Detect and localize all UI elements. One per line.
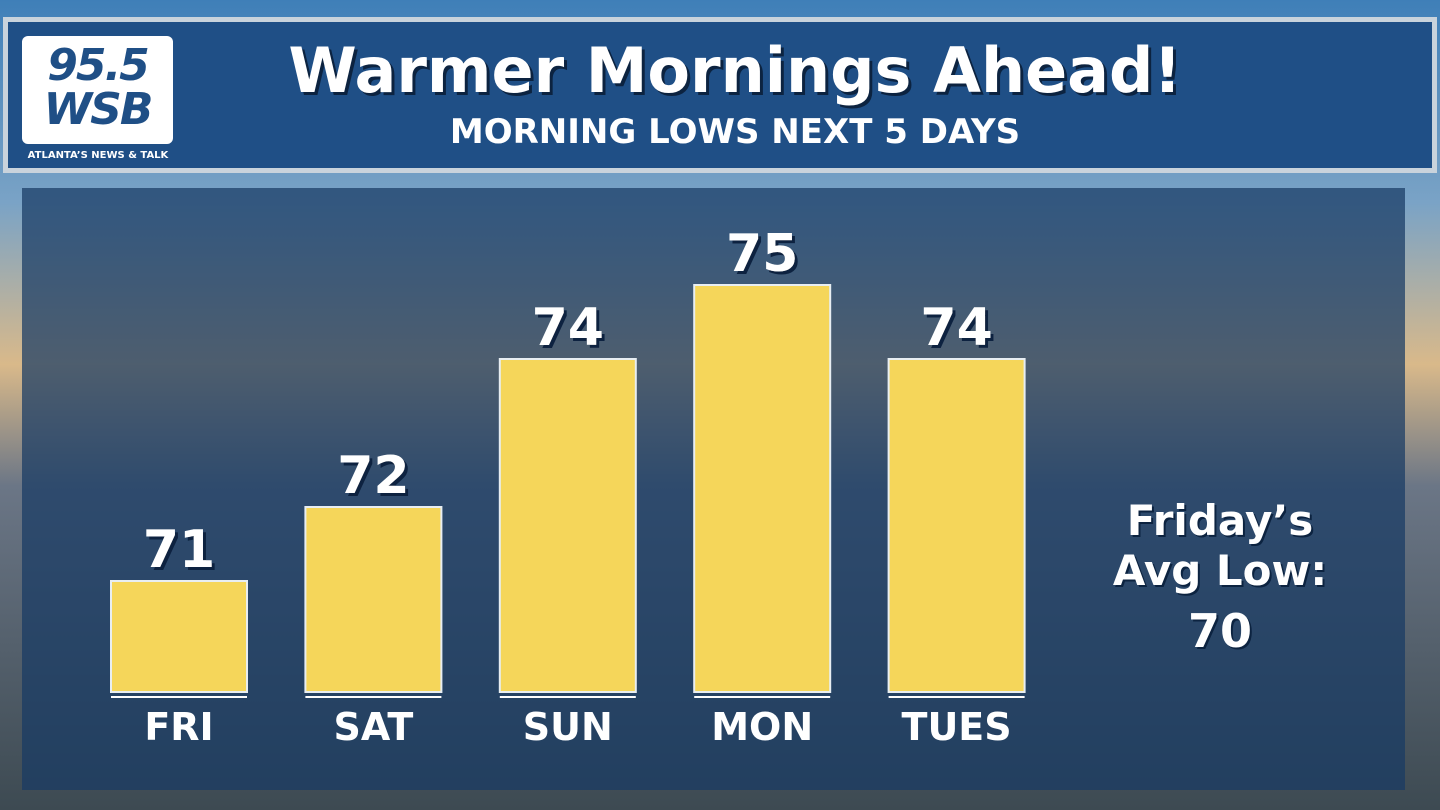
bar: [304, 506, 443, 693]
value-label: 75: [726, 224, 798, 284]
value-label: 72: [337, 446, 409, 506]
logo-name: WSB: [43, 84, 154, 135]
header-bar: [8, 22, 1432, 168]
x-tick-label: FRI: [144, 705, 213, 749]
chart-title: Warmer Mornings Ahead!: [288, 34, 1182, 107]
annotation-text: Friday’s Avg Low:: [1112, 496, 1328, 595]
x-tick-label: MON: [711, 705, 813, 749]
value-label: 71: [143, 520, 215, 580]
value-label: 74: [920, 298, 992, 358]
x-tick-label: SAT: [334, 705, 414, 749]
logo-number: 95.5: [47, 40, 150, 91]
x-tick-label: SUN: [523, 705, 613, 749]
value-label: 74: [532, 298, 604, 358]
x-tick-label: TUES: [902, 705, 1012, 749]
bar: [498, 358, 637, 693]
logo-tagline: ATLANTA’S NEWS & TALK: [27, 150, 169, 161]
chart-subtitle: MORNING LOWS NEXT 5 DAYS: [449, 112, 1021, 152]
bar: [693, 284, 832, 693]
bar: [887, 358, 1026, 693]
bar: [110, 580, 248, 693]
annotation-value: 70: [1187, 604, 1252, 658]
logo: 95.5 WSB: [22, 36, 173, 144]
